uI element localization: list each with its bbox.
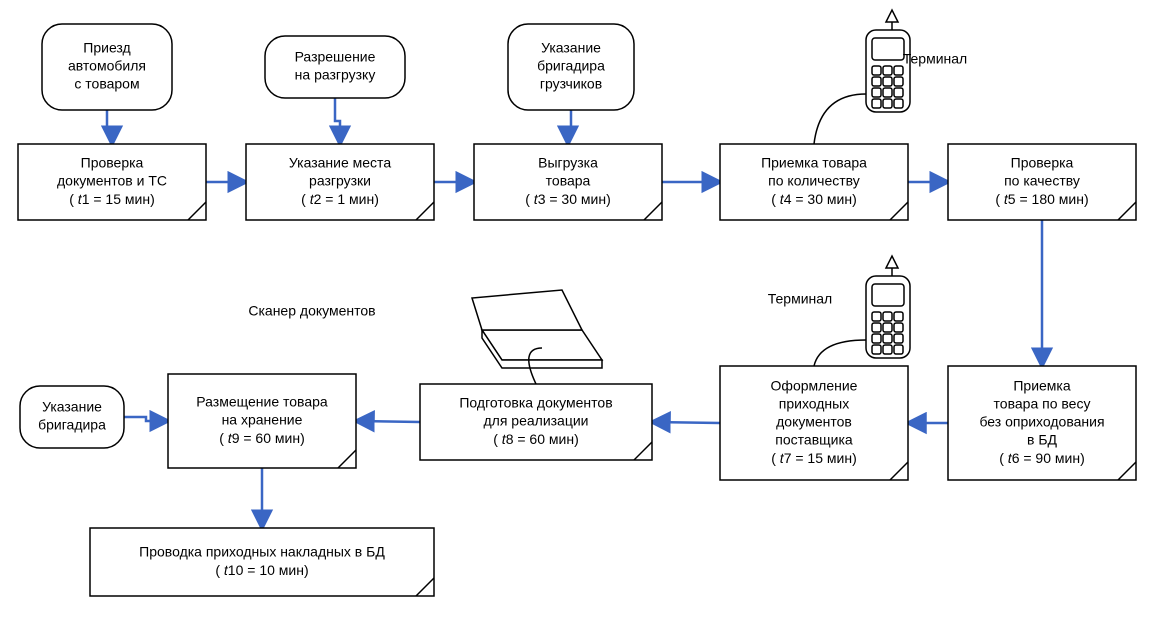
- svg-text:на разгрузку: на разгрузку: [295, 67, 376, 83]
- event-ev2: Разрешение на разгрузку: [265, 36, 405, 98]
- svg-text:Указание: Указание: [541, 40, 601, 56]
- process-time: ( t8 = 60 мин): [493, 431, 579, 447]
- svg-text:Проверка: Проверка: [81, 155, 144, 171]
- svg-text:Указание места: Указание места: [289, 155, 391, 171]
- process-time: ( t10 = 10 мин): [215, 562, 308, 578]
- process-p9: Размещение товара на хранение ( t9 = 60 ми…: [168, 374, 356, 468]
- device-connector: [814, 94, 866, 144]
- svg-text:поставщика: поставщика: [775, 432, 853, 448]
- terminal-label: Терминал: [903, 51, 967, 67]
- process-p3: Выгрузка товара ( t3 = 30 мин): [474, 144, 662, 220]
- event-ev3: Указание бригадира грузчиков: [508, 24, 634, 110]
- process-p6: Приемка товара по весу без оприходования в …: [948, 366, 1136, 480]
- process-time: ( t7 = 15 мин): [771, 450, 857, 466]
- event-ev4: Указание бригадира: [20, 386, 124, 448]
- svg-text:приходных: приходных: [779, 396, 849, 412]
- event-ev1: Приезд автомобиля с товаром: [42, 24, 172, 110]
- svg-text:бригадира: бригадира: [537, 58, 605, 74]
- svg-text:Подготовка документов: Подготовка документов: [459, 395, 612, 411]
- process-p5: Проверка по качеству ( t5 = 180 мин): [948, 144, 1136, 220]
- process-time: ( t4 = 30 мин): [771, 191, 857, 207]
- flow-arrow: [568, 110, 571, 144]
- process-p2: Указание места разгрузки ( t2 = 1 мин): [246, 144, 434, 220]
- device-connector: [814, 340, 866, 366]
- svg-text:бригадира: бригадира: [38, 417, 106, 433]
- scanner-icon: [472, 290, 602, 368]
- process-time: ( t2 = 1 мин): [301, 191, 379, 207]
- svg-text:документов и ТС: документов и ТС: [57, 173, 167, 189]
- process-label: Проводка приходных накладных в БД: [139, 544, 385, 560]
- svg-text:Указание: Указание: [42, 399, 102, 415]
- svg-text:без оприходования: без оприходования: [979, 414, 1104, 430]
- process-p8: Подготовка документов для реализации ( t8 …: [420, 384, 652, 460]
- flow-arrow: [652, 422, 720, 423]
- svg-text:по количеству: по количеству: [768, 173, 860, 189]
- process-p10: Проводка приходных накладных в БД ( t10 =…: [90, 528, 434, 596]
- flow-arrow: [124, 417, 168, 421]
- process-time: ( t6 = 90 мин): [999, 450, 1085, 466]
- process-time: ( t1 = 15 мин): [69, 191, 155, 207]
- svg-text:Выгрузка: Выгрузка: [538, 155, 598, 171]
- scanner-label: Сканер документов: [248, 303, 375, 319]
- svg-text:Проверка: Проверка: [1011, 155, 1074, 171]
- flowchart-canvas: Терминал Терминал Сканер документов Приезд…: [0, 0, 1152, 621]
- flow-arrow: [335, 98, 340, 144]
- flow-arrow: [356, 421, 420, 422]
- svg-text:на хранение: на хранение: [222, 412, 303, 428]
- svg-text:в БД: в БД: [1027, 432, 1058, 448]
- process-p7: Оформление приходных документов поставщика (…: [720, 366, 908, 480]
- terminal-label: Терминал: [768, 291, 832, 307]
- svg-text:Разрешение: Разрешение: [295, 49, 376, 65]
- terminal-icon: [866, 256, 910, 358]
- process-time: ( t5 = 180 мин): [995, 191, 1088, 207]
- process-time: ( t9 = 60 мин): [219, 430, 305, 446]
- process-time: ( t3 = 30 мин): [525, 191, 611, 207]
- svg-text:Размещение товара: Размещение товара: [196, 394, 328, 410]
- svg-text:Приемка: Приемка: [1013, 378, 1071, 394]
- svg-text:с товаром: с товаром: [74, 76, 139, 92]
- flow-arrow: [107, 110, 112, 144]
- process-p4: Приемка товара по количеству ( t4 = 30 мин…: [720, 144, 908, 220]
- process-p1: Проверка документов и ТС ( t1 = 15 мин): [18, 144, 206, 220]
- svg-text:грузчиков: грузчиков: [540, 76, 602, 92]
- svg-text:автомобиля: автомобиля: [68, 58, 146, 74]
- svg-text:Оформление: Оформление: [771, 378, 858, 394]
- svg-text:для реализации: для реализации: [483, 413, 588, 429]
- svg-text:Проводка приходных накладных в: Проводка приходных накладных в БД: [139, 544, 385, 560]
- svg-text:товара: товара: [546, 173, 591, 189]
- svg-text:товара по весу: товара по весу: [994, 396, 1091, 412]
- event-label: Указание бригадира грузчиков: [537, 40, 605, 92]
- svg-text:по качеству: по качеству: [1004, 173, 1080, 189]
- svg-text:Приемка товара: Приемка товара: [761, 155, 867, 171]
- svg-text:разгрузки: разгрузки: [309, 173, 371, 189]
- svg-text:документов: документов: [776, 414, 852, 430]
- svg-text:Приезд: Приезд: [83, 40, 130, 56]
